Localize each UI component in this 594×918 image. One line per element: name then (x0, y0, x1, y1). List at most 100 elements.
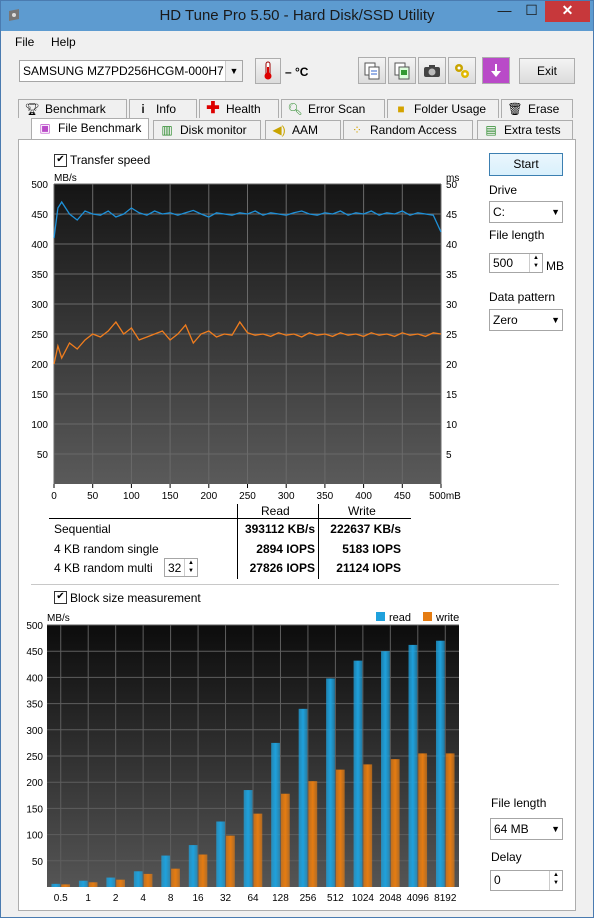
tab-folder-usage[interactable]: ■ Folder Usage (387, 99, 499, 118)
x-tick-label: 8192 (434, 893, 457, 904)
x-tick-label: 256 (300, 893, 317, 904)
bar-write-4096 (418, 753, 428, 887)
x-tick-label: 0 (51, 491, 57, 502)
y-tick-label-left: 200 (31, 360, 48, 371)
sequential-read-value: 393112 KB/s (244, 522, 315, 536)
copy-text-icon[interactable] (358, 57, 386, 84)
monitor-chart-icon: ▥ (161, 123, 173, 137)
y-tick-label: 450 (26, 647, 43, 658)
start-button[interactable]: Start (489, 153, 563, 176)
chevron-down-icon: ▼ (551, 824, 560, 834)
x-tick-label: 150 (162, 491, 179, 502)
tab-benchmark[interactable]: 🏆︎ Benchmark (18, 99, 127, 118)
y-tick-label-left: 50 (37, 450, 49, 461)
bar-write-256 (308, 781, 318, 887)
drive-label: Drive (489, 183, 518, 197)
copy-screen-icon[interactable] (388, 57, 416, 84)
y-axis-unit: MB/s (47, 613, 70, 624)
delay-stepper[interactable]: 0 ▲ ▼ (490, 870, 563, 891)
drive-combo[interactable]: C: ▼ (489, 201, 563, 223)
y-tick-label-right: 15 (446, 390, 458, 401)
maximize-button[interactable]: ☐ (525, 2, 538, 18)
sequential-write-value: 222637 KB/s (330, 522, 401, 536)
x-tick-label: 4 (140, 893, 146, 904)
col-write-header: Write (348, 504, 376, 518)
tab-info[interactable]: i Info (129, 99, 197, 118)
bar-write-8192 (445, 753, 455, 887)
y-tick-label: 500 (26, 621, 43, 632)
folder-icon: ■ (397, 102, 405, 116)
transfer-speed-checkbox[interactable]: ✔ (54, 154, 67, 167)
health-cross-icon: ✚ (206, 100, 220, 117)
minimize-button[interactable]: — (497, 2, 512, 18)
tab-folder-usage-label: Folder Usage (414, 102, 487, 116)
x-tick-label: 50 (87, 491, 99, 502)
col-read-header: Read (261, 504, 290, 518)
menu-help[interactable]: Help (51, 35, 76, 49)
save-icon[interactable] (482, 57, 510, 84)
menu-file[interactable]: File (15, 35, 35, 49)
queue-depth-stepper[interactable]: 32 ▲ ▼ (164, 558, 198, 577)
x-tick-label: 350 (317, 491, 334, 502)
x-tick-label: 450 (394, 491, 411, 502)
x-tick-label: 512 (327, 893, 344, 904)
y-tick-label-left: 400 (31, 240, 48, 251)
tab-extra-tests[interactable]: ▤ Extra tests (477, 120, 573, 139)
y-tick-label-right: 45 (446, 210, 458, 221)
bar-write-128 (280, 793, 290, 887)
screenshot-icon[interactable] (418, 57, 446, 84)
row-label-4kb-single: 4 KB random single (54, 542, 159, 556)
spin-arrows-icon[interactable]: ▲ ▼ (549, 871, 562, 890)
bar-write-1024 (363, 764, 373, 887)
row-label-4kb-multi: 4 KB random multi (54, 561, 153, 575)
y-tick-label-right: 40 (446, 240, 458, 251)
x-tick-label: 1024 (352, 893, 375, 904)
options-icon[interactable] (448, 57, 476, 84)
x-tick-label: 0.5 (54, 893, 68, 904)
y-tick-label-left: 100 (31, 420, 48, 431)
y-tick-label-left: 450 (31, 210, 48, 221)
chevron-down-icon: ▼ (225, 61, 242, 81)
table-divider (318, 504, 319, 579)
drive-select[interactable]: SAMSUNG MZ7PD256HCGM-000H7 (256 gB) ▼ (19, 60, 243, 82)
x-tick-label: 64 (247, 893, 259, 904)
data-pattern-combo[interactable]: Zero ▼ (489, 309, 563, 331)
trash-icon: 🗑︎ (507, 102, 523, 116)
section-divider (31, 584, 559, 585)
block-size-checkbox[interactable]: ✔ (54, 591, 67, 604)
temperature-icon (255, 58, 281, 84)
tab-file-benchmark[interactable]: ▣ File Benchmark (31, 118, 149, 140)
tab-random-access[interactable]: ⁘ Random Access (343, 120, 473, 139)
tab-disk-monitor[interactable]: ▥ Disk monitor (153, 120, 261, 139)
tab-health[interactable]: ✚ Health (199, 99, 279, 118)
bar-write-2 (116, 879, 125, 887)
file-length-label: File length (489, 228, 545, 242)
tab-aam[interactable]: ◀) AAM (265, 120, 341, 139)
tab-erase[interactable]: 🗑︎ Erase (501, 99, 573, 118)
y-tick-label: 50 (32, 857, 44, 868)
delay-value: 0 (494, 873, 501, 887)
tab-error-scan[interactable]: 🔍︎ Error Scan (281, 99, 385, 118)
bar-read-128 (271, 742, 280, 887)
close-button[interactable]: ✕ (545, 1, 590, 22)
legend-swatch-write (423, 612, 432, 621)
y-tick-label-left: 500 (31, 180, 48, 191)
x-tick-label: 250 (239, 491, 256, 502)
exit-button[interactable]: Exit (519, 58, 575, 84)
x-tick-label: 2 (113, 893, 119, 904)
bar-write-16 (198, 854, 208, 887)
speaker-icon: ◀) (272, 123, 286, 137)
y-tick-label-right: 25 (446, 330, 458, 341)
row-label-sequential: Sequential (54, 522, 111, 536)
title-bar[interactable]: HD Tune Pro 5.50 - Hard Disk/SSD Utility… (1, 1, 593, 31)
block-file-length-combo[interactable]: 64 MB ▼ (490, 818, 563, 840)
spin-arrows-icon[interactable]: ▲ ▼ (529, 254, 542, 272)
file-length-unit: MB (546, 259, 564, 273)
4kb-single-read-value: 2894 IOPS (256, 542, 315, 556)
bar-read-8 (161, 855, 171, 887)
spin-arrows-icon[interactable]: ▲ ▼ (184, 559, 197, 576)
data-pattern-value: Zero (493, 313, 518, 327)
4kb-multi-write-value: 21124 IOPS (336, 561, 401, 575)
file-length-stepper[interactable]: 500 ▲ ▼ (489, 253, 543, 273)
